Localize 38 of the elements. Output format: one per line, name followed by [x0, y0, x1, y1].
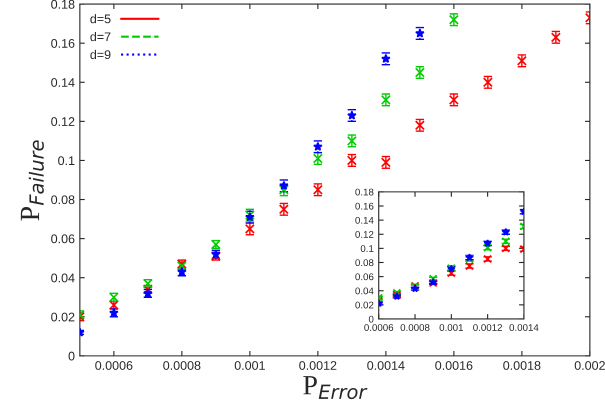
x-tick-label: 0.0018 — [503, 361, 540, 370]
y-tick-label: 0.12 — [51, 117, 74, 126]
y-tick-label: 0.16 — [355, 202, 374, 210]
x-axis-title: P$_{Error}$ — [303, 376, 368, 400]
y-tick-label: 0.06 — [355, 273, 374, 280]
x-tick-label: 0.002 — [574, 361, 605, 370]
y-tick-label: 0.16 — [51, 38, 74, 48]
x-tick-label: 0.0012 — [299, 361, 336, 370]
y-tick-label: 0.04 — [51, 274, 75, 282]
y-tick-label: 0.08 — [355, 259, 374, 266]
y-tick-label: 0.02 — [51, 312, 74, 322]
y-tick-label: 0.18 — [355, 188, 374, 196]
x-tick-label: 0.0012 — [473, 324, 502, 331]
y-tick-label: 0 — [68, 352, 75, 361]
y-tick-label: 0 — [368, 316, 374, 323]
y-tick-label: 0.06 — [51, 234, 74, 244]
x-tick-label: 0.001 — [440, 324, 464, 331]
x-tick-label: 0.0008 — [163, 361, 200, 370]
y-tick-label: 0.14 — [51, 78, 75, 87]
y-tick-label: 0.02 — [355, 302, 374, 308]
legend-label: d=9 — [90, 50, 110, 60]
y-tick-label: 0.14 — [355, 216, 374, 224]
legend-label: d=5 — [90, 14, 111, 24]
x-tick-label: 0.001 — [234, 361, 265, 370]
x-tick-label: 0.0014 — [509, 324, 539, 331]
x-tick-label: 0.0006 — [364, 324, 394, 331]
x-tick-label: 0.0008 — [400, 324, 430, 331]
y-tick-label: 0.1 — [360, 245, 374, 252]
x-tick-label: 0.0006 — [95, 361, 132, 370]
y-tick-label: 0.1 — [58, 156, 74, 166]
y-tick-label: 0.18 — [51, 0, 74, 9]
legend-label: d=7 — [90, 32, 110, 42]
x-tick-label: 0.0016 — [435, 361, 472, 370]
y-tick-label: 0.08 — [51, 195, 74, 204]
x-tick-label: 0.0014 — [367, 361, 405, 370]
y-axis-title: P$_{Failure}$ — [20, 140, 44, 221]
y-tick-label: 0.04 — [355, 287, 374, 294]
y-tick-label: 0.12 — [355, 230, 374, 238]
